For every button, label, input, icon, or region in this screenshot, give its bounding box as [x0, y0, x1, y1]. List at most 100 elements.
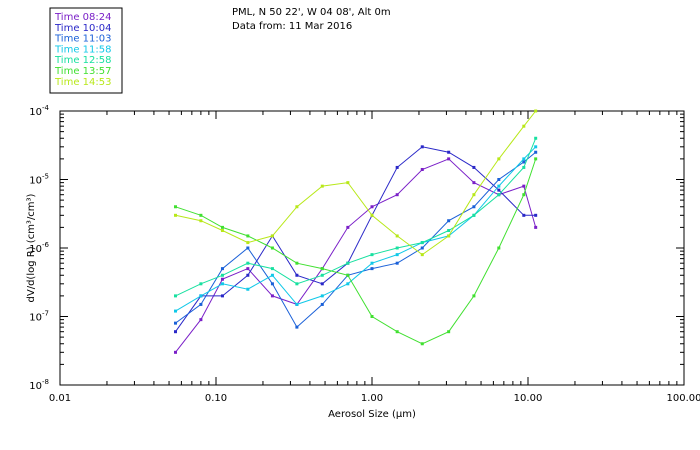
- data-point: [295, 261, 299, 265]
- data-point: [420, 145, 424, 149]
- x-tick-label: 0.01: [49, 393, 71, 404]
- data-point: [220, 277, 224, 281]
- x-tick-label: 100.00: [667, 393, 700, 404]
- data-point: [295, 273, 299, 277]
- data-point: [447, 157, 451, 161]
- data-point: [270, 282, 274, 286]
- data-point: [295, 282, 299, 286]
- series-line: [175, 110, 537, 256]
- data-point: [534, 213, 538, 217]
- data-point: [534, 145, 538, 149]
- data-point: [472, 294, 476, 298]
- legend-entry: Time 13:57: [54, 66, 111, 77]
- data-point: [199, 302, 203, 306]
- data-point: [497, 188, 501, 192]
- data-point: [447, 150, 451, 154]
- data-point: [395, 193, 399, 197]
- data-point: [522, 213, 526, 217]
- y-tick-label: 10-5: [29, 173, 49, 187]
- series-5: [173, 136, 538, 298]
- data-point: [199, 318, 203, 322]
- data-point: [472, 181, 476, 185]
- data-point: [370, 261, 374, 265]
- legend-entry: Time 10:04: [54, 23, 111, 34]
- data-point: [472, 193, 476, 197]
- data-point: [173, 309, 177, 313]
- data-point: [497, 157, 501, 161]
- data-point: [522, 160, 526, 164]
- series-line: [175, 151, 537, 328]
- data-point: [346, 261, 350, 265]
- data-point: [246, 246, 250, 250]
- data-point: [173, 321, 177, 325]
- data-point: [370, 315, 374, 318]
- legend-entry: Time 14:53: [54, 77, 111, 88]
- data-point: [173, 330, 177, 334]
- x-tick-label: 10.00: [514, 393, 543, 404]
- data-point: [420, 167, 424, 171]
- legend-entry: Time 11:58: [54, 44, 111, 55]
- data-point: [220, 282, 224, 286]
- data-point: [472, 165, 476, 169]
- data-point: [395, 165, 399, 169]
- data-point: [534, 136, 538, 140]
- y-tick-label: 10-6: [29, 241, 49, 255]
- data-point: [295, 325, 299, 329]
- data-point: [420, 342, 424, 346]
- data-point: [173, 205, 177, 209]
- data-point: [522, 124, 526, 128]
- data-point: [270, 273, 274, 277]
- data-point: [395, 330, 399, 334]
- data-point: [420, 253, 424, 257]
- data-point: [320, 302, 324, 306]
- data-point: [370, 205, 374, 209]
- data-point: [534, 150, 538, 154]
- legend-entry: Time 11:03: [54, 34, 111, 45]
- data-point: [199, 282, 203, 286]
- data-point: [395, 234, 399, 238]
- data-point: [199, 294, 203, 298]
- data-point: [320, 267, 324, 271]
- data-point: [472, 205, 476, 209]
- series-3: [173, 150, 538, 329]
- data-point: [270, 234, 274, 238]
- data-point: [534, 157, 538, 161]
- data-point: [246, 273, 250, 277]
- data-point: [395, 246, 399, 250]
- data-point: [522, 165, 526, 169]
- data-point: [534, 225, 538, 229]
- legend-entry: Time 12:58: [54, 55, 111, 66]
- data-point: [447, 330, 451, 334]
- location-title: PML, N 50 22', W 04 08', Alt 0m: [232, 7, 391, 18]
- data-point: [320, 294, 324, 298]
- series-line: [175, 146, 536, 332]
- data-point: [270, 246, 274, 250]
- data-point: [497, 193, 501, 197]
- data-point: [246, 267, 250, 271]
- data-point: [447, 229, 451, 233]
- data-point: [246, 287, 250, 291]
- series-1: [173, 157, 538, 354]
- data-point: [370, 213, 374, 217]
- legend-entry: Time 08:24: [54, 12, 111, 23]
- x-tick-label: 0.10: [205, 393, 227, 404]
- date-subtitle: Data from: 11 Mar 2016: [232, 21, 352, 32]
- data-point: [534, 109, 538, 113]
- data-point: [420, 246, 424, 250]
- data-point: [270, 294, 274, 298]
- data-point: [220, 294, 224, 298]
- data-point: [246, 241, 250, 245]
- series-4: [173, 145, 538, 313]
- data-point: [522, 193, 526, 197]
- series-2: [173, 145, 538, 334]
- data-point: [346, 273, 350, 277]
- data-point: [447, 219, 451, 223]
- data-point: [346, 225, 350, 229]
- data-point: [270, 267, 274, 271]
- data-point: [320, 184, 324, 188]
- data-point: [199, 213, 203, 217]
- y-axis-label: dV/d(log R) (cm³/cm³): [26, 193, 37, 302]
- data-point: [497, 246, 501, 250]
